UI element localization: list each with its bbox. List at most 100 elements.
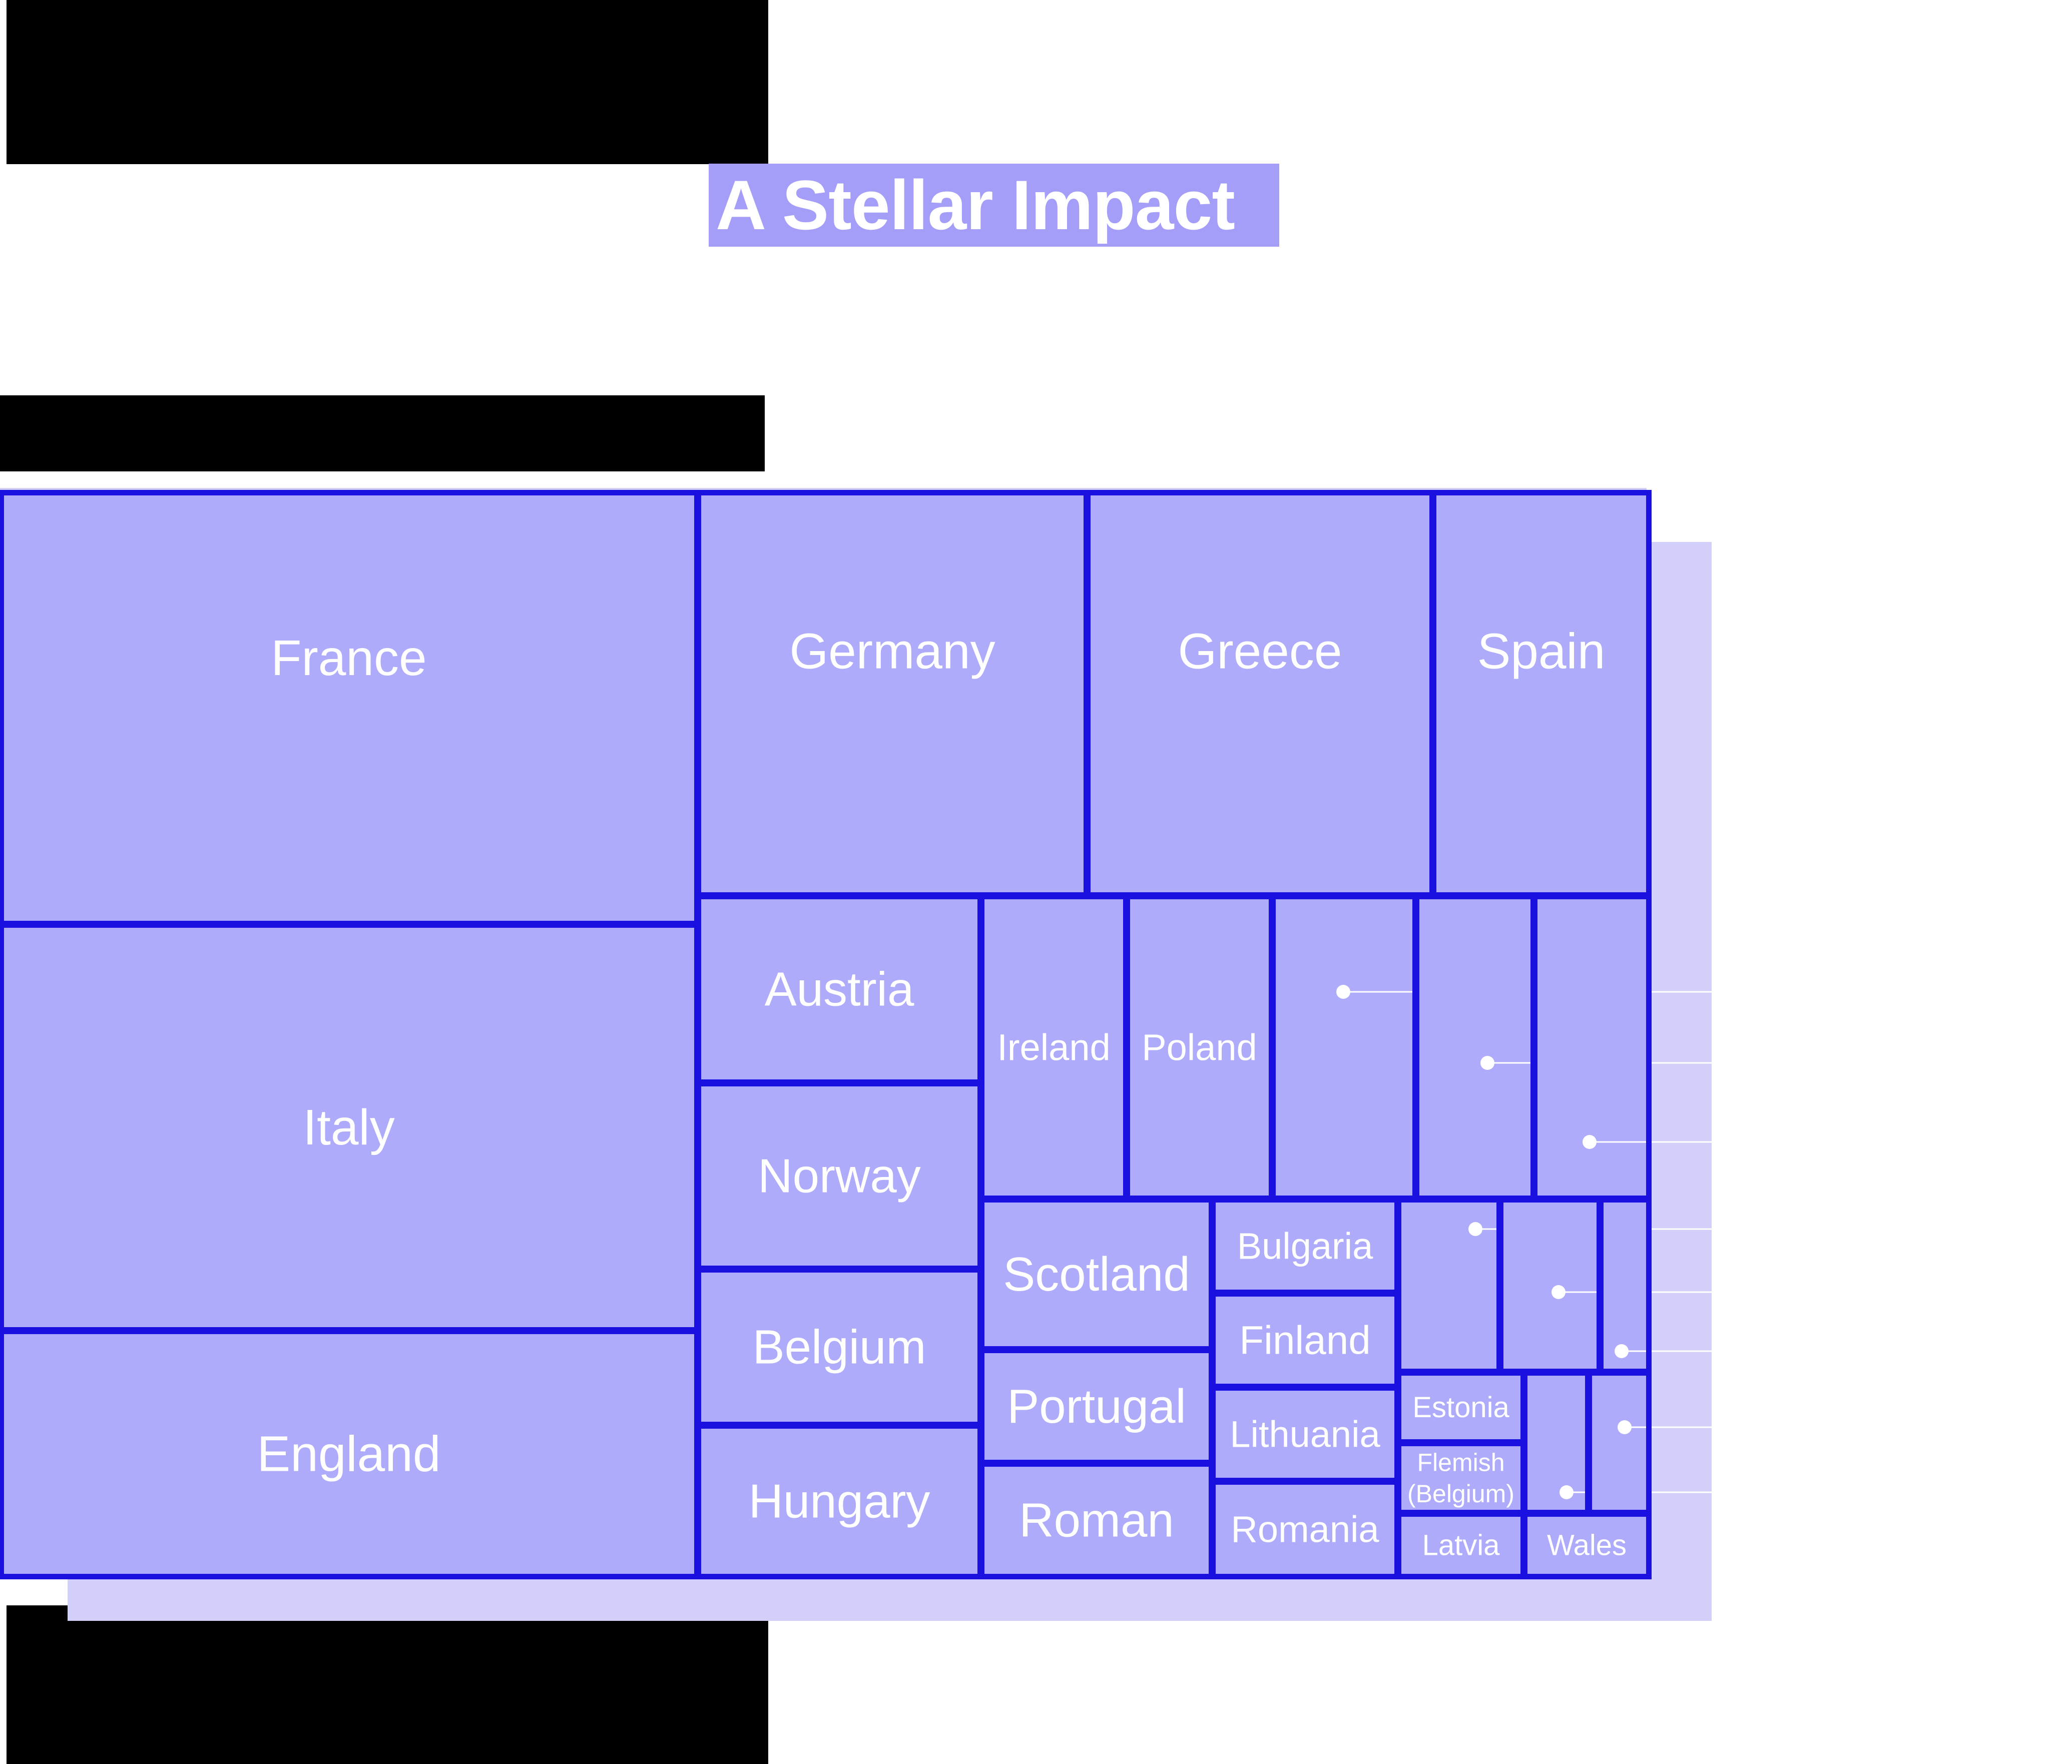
treemap-tile-rect [700, 1271, 979, 1423]
treemap-tile-border [1212, 1293, 1398, 1388]
treemap-tile-label: Lithuania [1230, 1414, 1380, 1455]
treemap-tile-unlabeled-27 [1502, 1201, 1712, 1370]
treemap-tile-border [1212, 1199, 1398, 1294]
treemap-tile-greece: Greece [1089, 494, 1431, 894]
treemap-tile-norway: Norway [700, 1085, 979, 1267]
treemap-tile-austria: Austria [700, 898, 979, 1081]
treemap-tile-estonia: Estonia [1400, 1374, 1522, 1441]
title-highlight [709, 164, 1279, 247]
treemap-tile-label: Romania [1231, 1509, 1379, 1550]
treemap-tile-border [1397, 1199, 1500, 1373]
treemap-tile-border [980, 895, 1127, 1200]
treemap-tile-finland: Finland [1214, 1295, 1396, 1385]
treemap-tile-rect [1089, 494, 1431, 894]
treemap-tile-rect [700, 898, 979, 1081]
treemap-tile-label: Finland [1239, 1318, 1370, 1363]
treemap-tile-rect [983, 1201, 1210, 1348]
treemap-tile-belgium: Belgium [700, 1271, 979, 1423]
treemap-tile-label: Spain [1477, 624, 1606, 680]
treemap-tile-label: France [271, 630, 426, 686]
treemap-tile-border [697, 895, 981, 1083]
treemap-tile-rect [1536, 898, 1648, 1197]
treemap-tile-label: Flemish [1417, 1448, 1504, 1476]
treemap-tile-border [1126, 895, 1273, 1200]
treemap-tile-border [1397, 1372, 1524, 1443]
treemap-tile-rect [1400, 1201, 1498, 1370]
treemap-tile-rect [1214, 1483, 1396, 1575]
treemap-tile-label: England [257, 1426, 441, 1482]
treemap-tile-rect [1400, 1515, 1522, 1575]
treemap-tile-rect [2, 926, 696, 1329]
page-title: A Stellar Impact [716, 166, 1235, 244]
treemap-tile-france: France [2, 494, 696, 922]
treemap-tile-rect [1418, 898, 1532, 1197]
treemap-tile-rect [1502, 1201, 1598, 1370]
treemap-tile-rect [1400, 1374, 1522, 1441]
treemap-tile-border [980, 1349, 1213, 1464]
treemap-tile-label: Norway [758, 1149, 920, 1203]
treemap-tile-label: Estonia [1412, 1391, 1509, 1424]
treemap-tile-label: Bulgaria [1237, 1226, 1373, 1267]
treemap-tile-bulgaria: Bulgaria [1214, 1201, 1396, 1291]
treemap-tile-border [1272, 895, 1416, 1200]
treemap-tile-rect [700, 494, 1085, 894]
treemap-tile-rect [1435, 494, 1648, 894]
treemap-tile-scotland: Scotland [983, 1201, 1210, 1348]
treemap-tile-rect [1591, 1374, 1648, 1511]
leader-dot [1618, 1420, 1632, 1434]
leader-dot [1551, 1285, 1566, 1299]
treemap-tile-england: England [2, 1333, 696, 1575]
treemap-tile-label: Greece [1178, 624, 1342, 680]
treemap-tile-border [1397, 1442, 1524, 1514]
leader-dot [1468, 1222, 1482, 1236]
treemap-tile-border [1415, 895, 1534, 1200]
treemap-tile-rect [1526, 1515, 1648, 1575]
treemap-tile-label: Germany [789, 624, 995, 680]
treemap-tile-border [1523, 1372, 1589, 1514]
treemap-tile-rect [2, 1333, 696, 1575]
treemap-tile-lithuania: Lithuania [1214, 1389, 1396, 1479]
treemap-tile-unlabeled-26 [1400, 1201, 1712, 1370]
leader-dot [1583, 1135, 1597, 1149]
treemap-tile-rect [1602, 1201, 1648, 1370]
leader-dot [1336, 985, 1350, 999]
treemap-tile-rect [700, 1085, 979, 1267]
redacted-block-top [7, 0, 768, 164]
treemap-tile-label: Hungary [749, 1475, 930, 1528]
treemap-tile-unlabeled-30 [1591, 1374, 1712, 1511]
treemap-tile-poland: Poland [1129, 898, 1270, 1197]
treemap-tile-unlabeled-23 [1274, 898, 1712, 1197]
treemap-tile-latvia: Latvia [1400, 1515, 1522, 1575]
treemap-tile-rect [983, 1465, 1210, 1575]
treemap-tile-unlabeled-24 [1418, 898, 1712, 1197]
treemap-tile-border [697, 1082, 981, 1270]
treemap-tile-unlabeled-28 [1602, 1201, 1712, 1370]
treemap-tile-border [1499, 1199, 1601, 1373]
treemap-tile-rect [1129, 898, 1270, 1197]
treemap-tile-label: Latvia [1422, 1529, 1500, 1562]
treemap-tile-ireland: Ireland [983, 898, 1125, 1197]
treemap-outer-border [0, 490, 1652, 1579]
treemap-tile-rect [1214, 1201, 1396, 1291]
treemap-tile-rect [2, 494, 696, 922]
leader-dot [1480, 1056, 1494, 1070]
redacted-block-bottom [7, 1605, 768, 1764]
treemap-tile-italy: Italy [2, 926, 696, 1329]
treemap-tile-border [1212, 1387, 1398, 1482]
treemap-tile-label: Austria [765, 963, 914, 1016]
treemap-tile-germany: Germany [700, 494, 1085, 894]
treemap-tile-roman: Roman [983, 1465, 1210, 1575]
treemap-tile-unlabeled-25 [1536, 898, 1712, 1197]
treemap-tile-flemish-belgium: Flemish (Belgium) [1400, 1445, 1522, 1511]
treemap-tile-label: Scotland [1003, 1248, 1190, 1301]
treemap-tile-border [980, 1199, 1213, 1350]
treemap-tile-rect [983, 898, 1125, 1197]
treemap-tile-label: Italy [303, 1099, 394, 1155]
treemap-tile-label: Roman [1019, 1494, 1174, 1547]
treemap-tile-label: Portugal [1007, 1380, 1186, 1433]
treemap-tile-label: Belgium [753, 1321, 926, 1374]
treemap-tile-rect [1526, 1374, 1587, 1511]
treemap-tile-wales: Wales [1526, 1515, 1648, 1575]
leader-dot [1560, 1485, 1574, 1499]
